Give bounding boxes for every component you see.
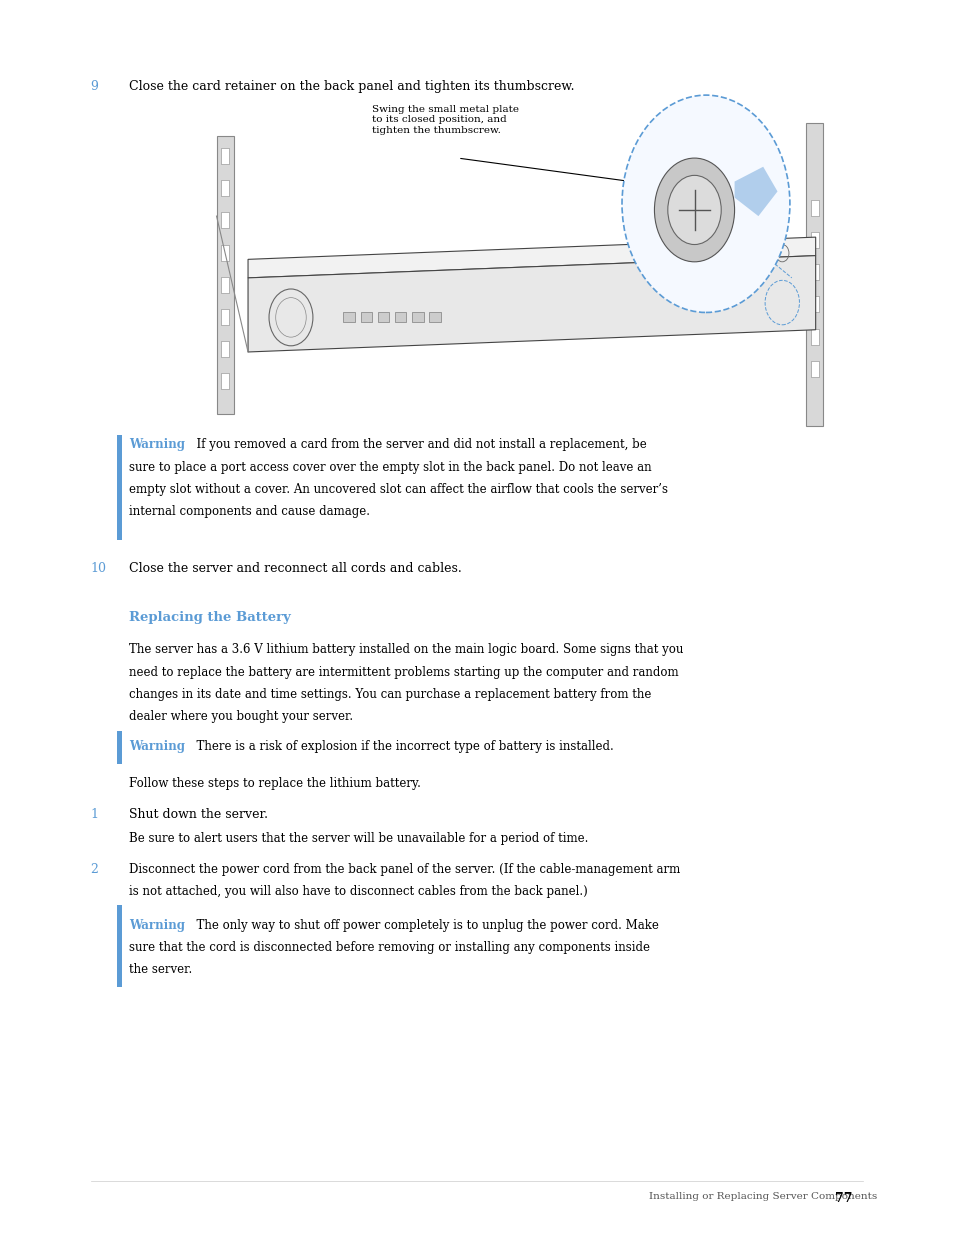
Circle shape xyxy=(654,158,734,262)
Bar xyxy=(810,329,818,345)
Polygon shape xyxy=(248,237,815,278)
Bar xyxy=(805,124,822,426)
Text: Close the card retainer on the back panel and tighten its thumbscrew.: Close the card retainer on the back pane… xyxy=(129,80,574,94)
Bar xyxy=(810,296,818,312)
Text: There is a risk of explosion if the incorrect type of battery is installed.: There is a risk of explosion if the inco… xyxy=(189,740,613,753)
Bar xyxy=(117,905,122,987)
Bar xyxy=(810,264,818,280)
Text: the server.: the server. xyxy=(129,963,192,977)
Bar xyxy=(412,312,423,322)
Circle shape xyxy=(621,95,789,312)
Text: Swing the small metal plate
to its closed position, and
tighten the thumbscrew.: Swing the small metal plate to its close… xyxy=(372,105,518,135)
Text: 1: 1 xyxy=(91,808,98,821)
Text: Warning: Warning xyxy=(129,919,185,932)
Text: internal components and cause damage.: internal components and cause damage. xyxy=(129,505,370,519)
Text: Warning: Warning xyxy=(129,438,185,452)
Text: Warning: Warning xyxy=(129,740,185,753)
Text: changes in its date and time settings. You can purchase a replacement battery fr: changes in its date and time settings. Y… xyxy=(129,688,651,701)
Text: Close the server and reconnect all cords and cables.: Close the server and reconnect all cords… xyxy=(129,562,461,576)
Circle shape xyxy=(667,175,720,245)
Bar xyxy=(117,435,122,540)
Polygon shape xyxy=(248,256,815,352)
Text: dealer where you bought your server.: dealer where you bought your server. xyxy=(129,710,353,724)
Text: Follow these steps to replace the lithium battery.: Follow these steps to replace the lithiu… xyxy=(129,777,420,790)
Bar xyxy=(221,148,229,164)
Text: need to replace the battery are intermittent problems starting up the computer a: need to replace the battery are intermit… xyxy=(129,666,678,679)
Bar xyxy=(810,361,818,377)
Bar xyxy=(221,212,229,228)
Text: The server has a 3.6 V lithium battery installed on the main logic board. Some s: The server has a 3.6 V lithium battery i… xyxy=(129,643,682,657)
Bar xyxy=(429,312,440,322)
Bar xyxy=(216,136,233,414)
Bar xyxy=(221,180,229,196)
Bar xyxy=(221,277,229,293)
Text: Disconnect the power cord from the back panel of the server. (If the cable-manag: Disconnect the power cord from the back … xyxy=(129,863,679,877)
Text: Be sure to alert users that the server will be unavailable for a period of time.: Be sure to alert users that the server w… xyxy=(129,832,588,846)
Bar xyxy=(360,312,372,322)
Bar xyxy=(221,309,229,325)
Text: is not attached, you will also have to disconnect cables from the back panel.): is not attached, you will also have to d… xyxy=(129,885,587,899)
Text: sure that the cord is disconnected before removing or installing any components : sure that the cord is disconnected befor… xyxy=(129,941,649,955)
Text: 10: 10 xyxy=(91,562,107,576)
Text: Shut down the server.: Shut down the server. xyxy=(129,808,268,821)
Bar xyxy=(377,312,389,322)
Polygon shape xyxy=(734,167,777,216)
Bar xyxy=(117,731,122,764)
Text: sure to place a port access cover over the empty slot in the back panel. Do not : sure to place a port access cover over t… xyxy=(129,461,651,474)
Bar xyxy=(395,312,406,322)
Text: Installing or Replacing Server Components: Installing or Replacing Server Component… xyxy=(648,1192,876,1200)
Bar xyxy=(221,373,229,389)
Bar xyxy=(343,312,355,322)
Text: 9: 9 xyxy=(91,80,98,94)
Text: 77: 77 xyxy=(834,1192,851,1205)
Text: 2: 2 xyxy=(91,863,98,877)
Bar xyxy=(221,341,229,357)
Text: The only way to shut off power completely is to unplug the power cord. Make: The only way to shut off power completel… xyxy=(189,919,659,932)
Text: empty slot without a cover. An uncovered slot can affect the airflow that cools : empty slot without a cover. An uncovered… xyxy=(129,483,667,496)
Text: Replacing the Battery: Replacing the Battery xyxy=(129,611,291,625)
Text: If you removed a card from the server and did not install a replacement, be: If you removed a card from the server an… xyxy=(189,438,646,452)
Bar xyxy=(221,245,229,261)
Bar xyxy=(810,200,818,216)
Bar xyxy=(810,232,818,248)
